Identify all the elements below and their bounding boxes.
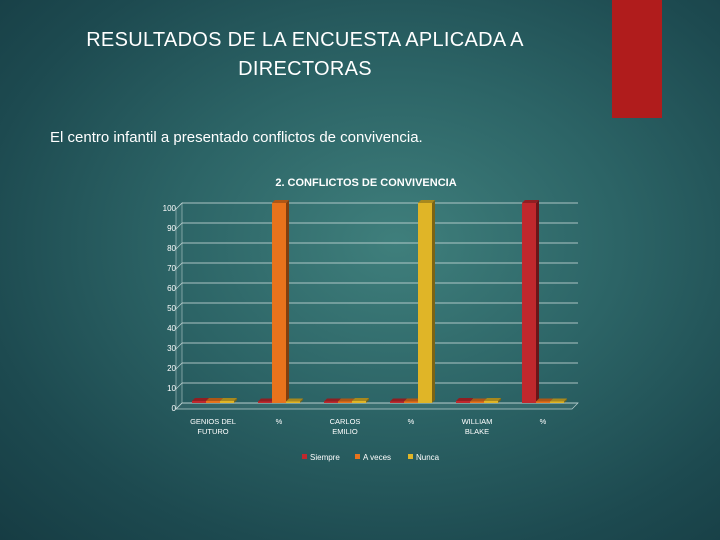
y-tick-label: 60 — [167, 284, 176, 293]
bar — [390, 401, 404, 403]
x-tick-label: % — [540, 417, 547, 426]
legend-swatch — [408, 454, 413, 459]
gridline-depth — [175, 382, 183, 390]
bar — [418, 203, 432, 403]
bar-top — [470, 398, 487, 402]
bar — [286, 401, 300, 403]
bar — [272, 203, 286, 403]
bar-side — [498, 398, 501, 403]
legend-label: Nunca — [416, 453, 440, 462]
bar — [484, 401, 498, 403]
legend-label: A veces — [363, 453, 391, 462]
x-tick-label: CARLOS EMILIO — [330, 417, 361, 436]
bar-top — [536, 398, 553, 402]
y-tick-label: 90 — [167, 224, 176, 233]
y-tick-label: 40 — [167, 324, 176, 333]
bar-top — [418, 200, 435, 203]
gridline-depth — [175, 302, 183, 310]
accent-bar — [612, 0, 662, 118]
bar — [470, 401, 484, 403]
gridline-depth — [175, 262, 183, 270]
bar-side — [536, 200, 539, 403]
y-tick-label: 10 — [167, 384, 176, 393]
slide-subtitle: El centro infantil a presentado conflict… — [50, 129, 423, 146]
bar — [258, 401, 272, 403]
bar — [404, 401, 418, 403]
bar-top — [456, 398, 473, 401]
bar-top — [324, 398, 341, 402]
gridline-depth — [175, 322, 183, 330]
bar — [550, 401, 564, 403]
legend-label: Siempre — [310, 453, 340, 462]
bar-top — [286, 398, 303, 402]
bar — [324, 401, 338, 403]
x-tick-label: % — [276, 417, 283, 426]
chart-floor — [175, 402, 579, 410]
gridline-depth — [175, 202, 183, 210]
gridline-depth — [175, 342, 183, 350]
y-tick-label: 80 — [167, 244, 176, 253]
y-tick-label: 70 — [167, 264, 176, 273]
bar-top — [404, 398, 421, 402]
bar — [522, 203, 536, 403]
bar-side — [286, 200, 289, 403]
x-tick-label: WILLIAM BLAKE — [462, 417, 493, 436]
y-tick-label: 20 — [167, 364, 176, 373]
bar-top — [206, 398, 223, 401]
legend-swatch — [355, 454, 360, 459]
bar-top — [522, 200, 539, 203]
y-tick-label: 100 — [163, 204, 177, 213]
bar — [352, 401, 366, 403]
bar-top — [220, 398, 237, 401]
bar-top — [338, 398, 355, 402]
bar-side — [234, 398, 237, 403]
bar-side — [564, 398, 567, 403]
bar-side — [300, 398, 303, 403]
gridline-depth — [175, 242, 183, 250]
bar-top — [390, 398, 407, 402]
bar-top — [550, 398, 567, 402]
bar-top — [352, 398, 369, 401]
bar — [456, 401, 470, 403]
gridline-depth — [175, 282, 183, 290]
y-tick-label: 50 — [167, 304, 176, 313]
y-tick-label: 30 — [167, 344, 176, 353]
bar-side — [366, 398, 369, 403]
bar — [536, 401, 550, 403]
slide-title: RESULTADOS DE LA ENCUESTA APLICADA A DIR… — [86, 29, 524, 80]
gridline-depth — [175, 362, 183, 370]
bar — [220, 401, 234, 403]
bar-top — [484, 398, 501, 401]
bar — [206, 401, 220, 403]
x-tick-label: % — [408, 417, 415, 426]
chart-title: 2. CONFLICTOS DE CONVIVENCIA — [275, 177, 456, 189]
gridline-depth — [175, 222, 183, 230]
bar — [192, 401, 206, 403]
y-tick-label: 0 — [172, 404, 177, 413]
legend-swatch — [302, 454, 307, 459]
bar-top — [192, 398, 209, 401]
bar-top — [258, 398, 275, 402]
x-tick-label: GENIOS DEL FUTURO — [190, 417, 236, 436]
bar — [338, 401, 352, 403]
bar-side — [432, 200, 435, 403]
bar-top — [272, 200, 289, 203]
